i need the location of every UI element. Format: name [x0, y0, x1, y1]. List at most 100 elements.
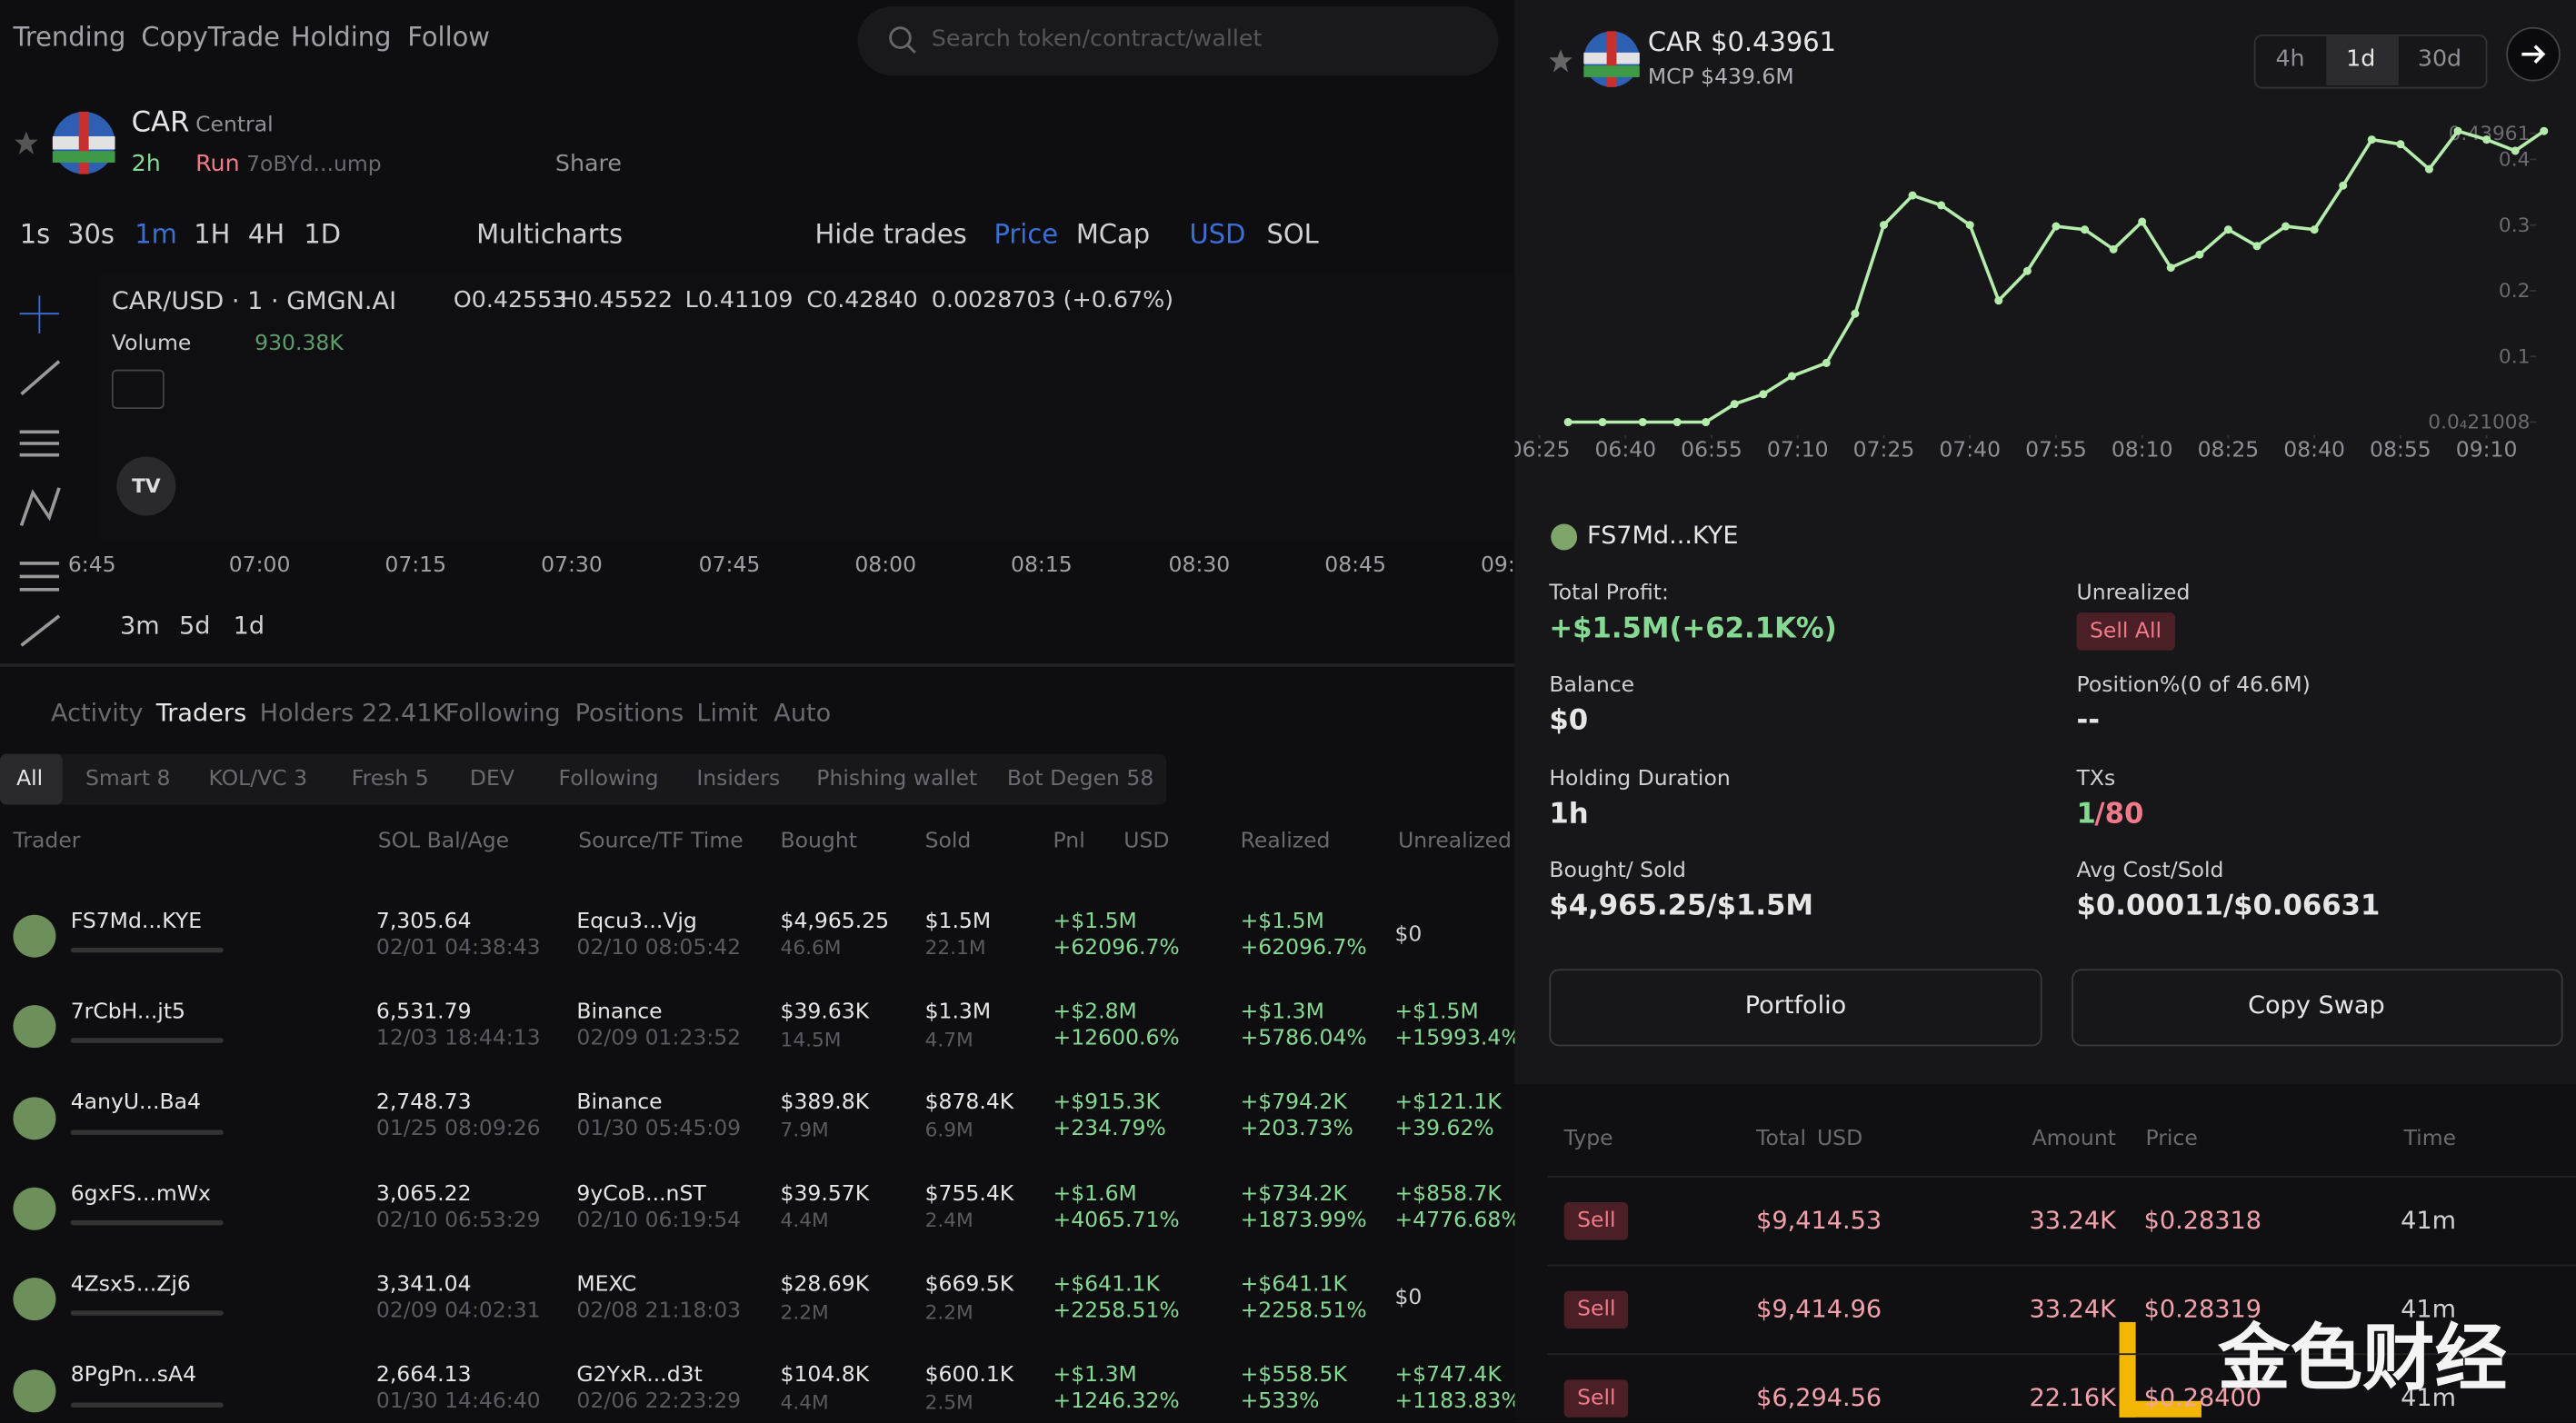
- ohlc-open: O0.42553: [453, 287, 567, 314]
- time-label: 08:45: [1324, 552, 1386, 578]
- tab[interactable]: Traders: [155, 697, 247, 728]
- share-link[interactable]: Share: [554, 151, 622, 178]
- token-avatar: [52, 111, 115, 174]
- wallet-age: 02/09 04:02:31: [375, 1299, 541, 1324]
- multicharts-button[interactable]: Multicharts: [476, 218, 624, 251]
- range-button[interactable]: 3m: [119, 610, 160, 641]
- stat-sells: /80: [2094, 797, 2144, 831]
- sell-all-button[interactable]: Sell All: [2076, 612, 2175, 651]
- interval-button[interactable]: 1H: [194, 218, 231, 251]
- next-button[interactable]: [2505, 26, 2561, 82]
- token-address: 7oBYd...ump: [246, 152, 382, 177]
- trader-avatar: [13, 1005, 56, 1049]
- volume-value: 930.38K: [255, 331, 344, 356]
- filter-pill[interactable]: Bot Degen 58: [1006, 766, 1154, 791]
- source: Eqcu3...Vjg: [576, 910, 697, 935]
- watermark: 金色财经: [2217, 1317, 2508, 1401]
- trader-name[interactable]: 4Zsx5...Zj6: [70, 1272, 191, 1298]
- left-panel: TV Trending CopyTrade Holding Follow Search …: [0, 6, 1515, 1415]
- timeframe-button[interactable]: 4h: [2275, 46, 2305, 74]
- portfolio-button[interactable]: [1549, 969, 2042, 1047]
- price-point: [2367, 135, 2376, 144]
- unrealized: +4776.68%: [1394, 1208, 1515, 1233]
- wallet-name[interactable]: FS7Md...KYE: [1586, 520, 1739, 551]
- sol-toggle[interactable]: SOL: [1266, 218, 1319, 251]
- token-name: Central: [195, 113, 274, 138]
- filter-pill[interactable]: KOL/VC 3: [208, 766, 308, 791]
- tab[interactable]: Positions: [574, 697, 684, 728]
- sold: $755.4K: [924, 1181, 1014, 1207]
- filter-pill[interactable]: Smart 8: [85, 766, 171, 791]
- interval-button[interactable]: 1D: [304, 218, 342, 251]
- trader-name[interactable]: 7rCbH...jt5: [70, 1000, 186, 1026]
- interval-button[interactable]: 4H: [247, 218, 285, 251]
- realized-percent: +203.73%: [1240, 1117, 1353, 1142]
- tf-time: 02/10 06:19:54: [576, 1208, 742, 1233]
- tab[interactable]: Holders 22.41K: [259, 697, 449, 728]
- trader-bar: [70, 1401, 224, 1408]
- chart-symbol: CAR/USD · 1 · GMGN.AI: [111, 285, 397, 315]
- nav-item[interactable]: Holding: [290, 21, 392, 54]
- sold-amount: 6.9M: [924, 1118, 973, 1142]
- column-header: Source/TF Time: [578, 829, 744, 854]
- star-icon[interactable]: [1548, 47, 1574, 74]
- trader-name[interactable]: FS7Md...KYE: [70, 910, 203, 935]
- price-line: [1568, 129, 2545, 424]
- wallet-age: 02/01 04:38:43: [375, 935, 541, 961]
- price-point: [2424, 164, 2433, 174]
- tf-time: 02/08 21:18:03: [576, 1299, 742, 1324]
- timeframe-button[interactable]: 30d: [2417, 46, 2462, 74]
- price-point: [1730, 400, 1739, 409]
- search-box[interactable]: [857, 6, 1499, 76]
- interval-button[interactable]: 1s: [19, 218, 51, 251]
- trader-bar: [70, 1038, 224, 1044]
- trader-name[interactable]: 4anyU...Ba4: [70, 1090, 201, 1117]
- timeframe-button[interactable]: 1d: [2346, 46, 2376, 74]
- x-tick-label: 07:55: [2025, 436, 2087, 462]
- filter-pill[interactable]: Phishing wallet: [816, 766, 978, 791]
- tab[interactable]: Auto: [774, 697, 832, 728]
- filter-pill[interactable]: All: [16, 766, 44, 791]
- filter-pill[interactable]: DEV: [469, 766, 514, 791]
- time-label: 08:00: [854, 552, 917, 578]
- interval-button[interactable]: 30s: [67, 218, 115, 251]
- row-divider: [1547, 1353, 2576, 1356]
- x-tick-label: 07:10: [1767, 436, 1829, 462]
- trades-header: Amount: [2032, 1126, 2116, 1151]
- pnl-percent: +12600.6%: [1053, 1026, 1180, 1051]
- stat-value: +$1.5M(+62.1K%): [1549, 612, 1837, 645]
- wallet-age: 01/30 14:46:40: [375, 1389, 541, 1415]
- mcap-toggle[interactable]: MCap: [1075, 218, 1151, 251]
- price-toggle[interactable]: Price: [993, 218, 1059, 251]
- trader-name[interactable]: 8PgPn...sA4: [70, 1363, 197, 1388]
- star-icon[interactable]: [13, 130, 39, 156]
- filter-active: [0, 753, 63, 805]
- bought: $104.8K: [780, 1363, 870, 1388]
- stat-value: $0.00011/$0.06631: [2076, 890, 2381, 924]
- tab[interactable]: Following: [444, 697, 561, 728]
- usd-toggle[interactable]: USD: [1189, 218, 1246, 251]
- nav-item[interactable]: Trending: [13, 21, 126, 54]
- tab[interactable]: Activity: [51, 697, 144, 728]
- pnl: +$2.8M: [1053, 1000, 1137, 1026]
- volume-toggle[interactable]: [111, 369, 165, 410]
- filter-pill[interactable]: Insiders: [696, 766, 781, 791]
- bought-amount: 46.6M: [780, 936, 842, 960]
- price-point: [2138, 217, 2147, 226]
- filter-pill[interactable]: Following: [558, 766, 659, 791]
- trader-avatar: [13, 1187, 56, 1230]
- right-panel: 0.0₄21008 0.1 0.2 0.3 0.4 0.43961 06:25 06:40 06…: [1514, 0, 2576, 1423]
- tab[interactable]: Limit: [696, 697, 758, 728]
- trader-name[interactable]: 6gxFS...mWx: [70, 1181, 211, 1207]
- filter-pill[interactable]: Fresh 5: [351, 766, 429, 791]
- interval-button[interactable]: 1m: [135, 218, 177, 251]
- price-point: [1937, 201, 1946, 210]
- nav-item[interactable]: Follow: [407, 21, 490, 54]
- range-button[interactable]: 1d: [233, 610, 265, 641]
- tf-time: 02/06 22:23:29: [576, 1389, 742, 1415]
- copy-swap-button[interactable]: [2072, 969, 2563, 1047]
- nav-item[interactable]: CopyTrade: [141, 21, 280, 54]
- price-point: [1965, 221, 1974, 230]
- range-button[interactable]: 5d: [179, 610, 211, 641]
- hide-trades-button[interactable]: Hide trades: [814, 218, 967, 251]
